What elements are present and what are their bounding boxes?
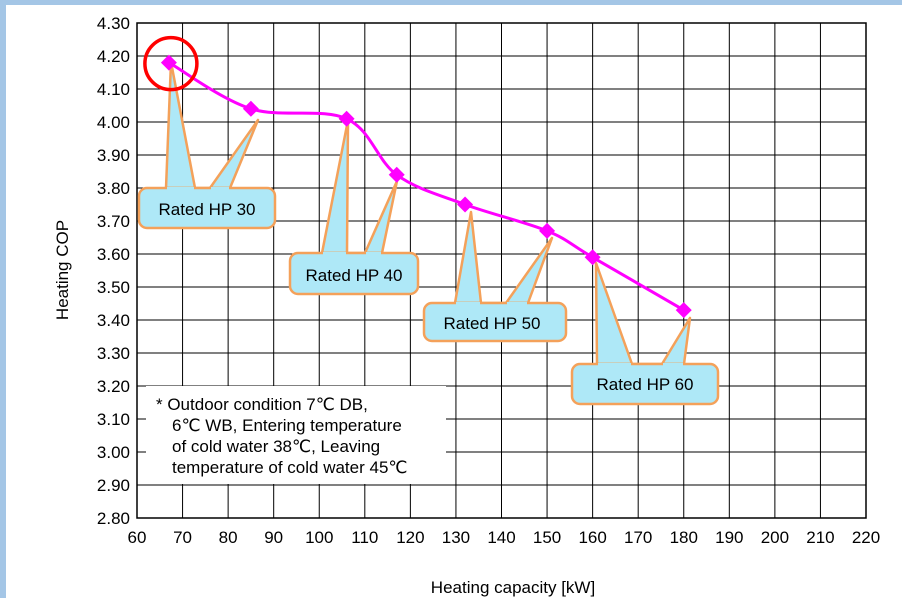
callout-label: Rated HP 30 [158,200,255,219]
note-line: * Outdoor condition 7℃ DB, [156,395,368,414]
x-tick-label: 200 [761,528,789,547]
callout-rated-hp-30: Rated HP 30 [137,60,277,230]
cop-series [160,54,692,319]
callout-box [570,362,720,406]
y-tick-label: 3.50 [97,278,130,297]
note-line: 6℃ WB, Entering temperature [172,416,402,435]
x-tick-label: 100 [305,528,333,547]
note-background [146,386,446,484]
x-tick-label: 110 [351,528,378,547]
x-tick-label: 80 [219,528,238,547]
y-tick-label: 4.00 [97,113,130,132]
y-tick-label: 3.20 [97,377,130,396]
data-point [338,110,355,127]
x-tick-label: 130 [442,528,470,547]
x-tick-label: 210 [806,528,834,547]
x-tick-label: 180 [670,528,698,547]
y-tick-label: 3.90 [97,146,130,165]
x-tick-labels: 60 70 80 90 100 110 120 130 140 150 160 170 180 190 20… [128,528,881,547]
page-border-top [0,0,902,5]
x-tick-label: 60 [128,528,147,547]
callout-box [422,301,568,343]
data-point [388,166,405,183]
callout-label: Rated HP 40 [305,266,402,285]
data-point [584,249,601,266]
x-tick-label: 90 [264,528,283,547]
y-tick-label: 4.10 [97,80,130,99]
x-tick-label: 220 [852,528,880,547]
callout-rated-hp-50: Rated HP 50 [422,210,568,343]
y-tick-labels: 2.80 2.90 3.00 3.10 3.20 3.30 3.40 3.50 3.60 3.70… [97,14,130,528]
condition-note: * Outdoor condition 7℃ DB, 6℃ WB, Enteri… [146,386,446,484]
data-point [160,54,177,71]
x-tick-label: 140 [487,528,515,547]
y-tick-label: 3.40 [97,311,130,330]
callout-label: Rated HP 60 [596,375,693,394]
y-tick-label: 3.30 [97,344,130,363]
callout-rated-hp-60: Rated HP 60 [570,261,720,406]
data-point [539,222,556,239]
y-tick-label: 2.90 [97,476,130,495]
note-line: of cold water 38℃, Leaving [172,437,380,456]
y-tick-label: 2.80 [97,509,130,528]
callout-label: Rated HP 50 [443,314,540,333]
y-tick-label: 4.20 [97,47,130,66]
y-tick-label: 3.80 [97,179,130,198]
callout-box [137,186,277,230]
y-tick-label: 3.00 [97,443,130,462]
data-point [457,196,474,213]
callout-box [288,251,420,296]
page-border-left [0,0,6,598]
x-tick-label: 120 [396,528,424,547]
x-tick-label: 160 [578,528,606,547]
note-line: temperature of cold water 45℃ [172,458,408,477]
data-point [242,100,259,117]
y-tick-label: 3.60 [97,245,130,264]
x-tick-label: 150 [533,528,561,547]
x-tick-label: 170 [624,528,652,547]
callout-rated-hp-40: Rated HP 40 [288,118,420,296]
y-axis-title: Heating COP [53,220,72,320]
y-tick-label: 4.30 [97,14,130,33]
data-point [675,302,692,319]
x-axis-title: Heating capacity [kW] [431,578,595,597]
highlight-circle [143,35,199,92]
x-tick-label: 70 [173,528,192,547]
y-tick-label: 3.10 [97,410,130,429]
highlight-layer [143,35,199,92]
y-tick-label: 3.70 [97,212,130,231]
x-tick-label: 190 [715,528,743,547]
